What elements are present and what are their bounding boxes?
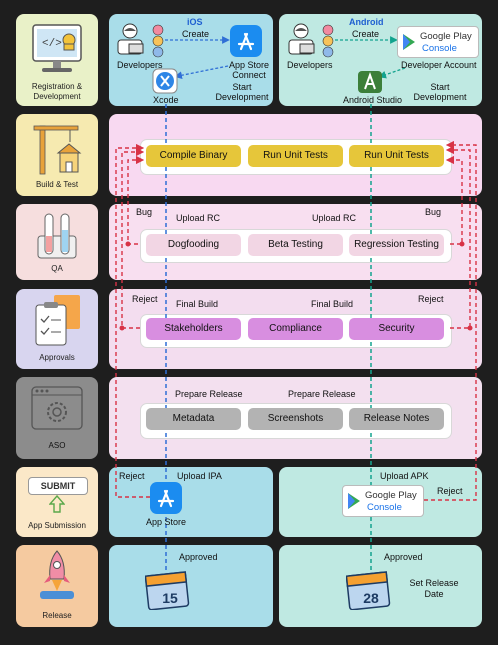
prepare-release-label-left: Prepare Release: [175, 389, 243, 399]
calendar-icon: [145, 571, 190, 610]
upload-ipa-label: Upload IPA: [177, 471, 222, 481]
upload-rc-label-right: Upload RC: [312, 213, 357, 223]
ios-release-panel: [109, 545, 273, 627]
ios-create-label: Create: [182, 29, 210, 39]
approved-label-left: Approved: [179, 552, 218, 562]
app-store-connect-label: App Store Connect: [228, 60, 270, 80]
dogfooding-step[interactable]: Dogfooding: [146, 234, 241, 256]
ios-start-line: [174, 65, 229, 80]
developer-icon: [117, 23, 144, 55]
google-play-icon: [348, 493, 360, 509]
submit-text: SUBMIT: [40, 481, 76, 491]
reject-label-right: Reject: [418, 294, 444, 304]
android-developers-label: Developers: [287, 60, 333, 70]
submission-reject-left: [115, 143, 150, 498]
xcode-icon[interactable]: [152, 68, 178, 94]
monitor-icon: </>: [32, 24, 82, 72]
bug-label-left: Bug: [136, 207, 153, 217]
svg-text:</>: </>: [42, 38, 62, 50]
submission-reject-label-left: Reject: [119, 471, 145, 481]
android-studio-label: Android Studio: [343, 95, 403, 105]
android-create-label: Create: [352, 29, 380, 39]
beta-testing-step[interactable]: Beta Testing: [248, 234, 343, 256]
bug-loop-right: [445, 155, 463, 245]
final-build-label-right: Final Build: [311, 299, 354, 309]
app-store-icon[interactable]: [150, 482, 182, 514]
app-store-connect-icon[interactable]: [230, 25, 262, 57]
calendar-icon: [346, 571, 391, 610]
upload-apk-label: Upload APK: [380, 471, 429, 481]
stage-label: App Submission: [28, 521, 86, 530]
console-text: Console: [422, 43, 457, 54]
gear-screen-icon: [31, 386, 83, 430]
android-title: Android: [349, 17, 384, 27]
regression-testing-step[interactable]: Regression Testing: [349, 234, 444, 256]
clipboard-icon: [35, 295, 80, 346]
compliance-step[interactable]: Compliance: [248, 318, 343, 340]
crane-icon: [33, 125, 82, 175]
submission-reject-right: [424, 140, 477, 501]
compile-binary-step[interactable]: Compile Binary: [146, 145, 241, 167]
stage-build-test: Build & Test: [16, 114, 98, 196]
stage-qa: QA: [16, 204, 98, 280]
stage-approvals: Approvals: [16, 289, 98, 369]
stage-registration: </> Registration & Development: [16, 14, 98, 106]
console-text: Console: [367, 502, 402, 513]
ios-start-development-label: Start Development: [215, 82, 269, 102]
submission-reject-label-right: Reject: [437, 486, 463, 496]
stage-app-submission: SUBMIT App Submission: [16, 467, 98, 537]
team-avatars-icon: [322, 24, 334, 58]
google-play-icon: [403, 34, 415, 50]
stage-label: Registration & Development: [31, 82, 83, 101]
stage-release: Release: [16, 545, 98, 627]
final-build-label-left: Final Build: [176, 299, 219, 309]
google-play-console-submission[interactable]: Google Play Console: [342, 485, 424, 517]
stage-label: Release: [42, 611, 72, 620]
google-play-text: Google Play: [420, 31, 472, 42]
submit-icon: SUBMIT: [28, 477, 88, 495]
release-notes-step[interactable]: Release Notes: [349, 408, 444, 430]
security-step[interactable]: Security: [349, 318, 444, 340]
android-studio-icon[interactable]: [357, 70, 383, 94]
upload-rc-label-left: Upload RC: [176, 213, 221, 223]
ios-submission-panel: [109, 467, 273, 537]
android-start-development-label: Start Development: [413, 82, 467, 102]
rocket-icon: [40, 550, 74, 599]
developer-account-label: Developer Account: [401, 60, 477, 70]
calendar-day-right: 28: [363, 590, 379, 606]
stage-label: ASO: [48, 441, 66, 450]
run-unit-tests-step-ios[interactable]: Run Unit Tests: [248, 145, 343, 167]
stage-label: QA: [51, 264, 63, 273]
team-avatars-icon: [152, 24, 164, 58]
screenshots-step[interactable]: Screenshots: [248, 408, 343, 430]
bug-label-right: Bug: [425, 207, 442, 217]
set-release-date-label: Set Release Date: [409, 578, 459, 599]
xcode-label: Xcode: [153, 95, 179, 105]
app-store-label: App Store: [146, 517, 187, 527]
calendar-day-left: 15: [162, 590, 178, 606]
test-tubes-icon: [37, 213, 77, 259]
android-start-line: [378, 67, 406, 79]
stage-label: Approvals: [39, 353, 75, 362]
developer-icon: [288, 23, 315, 55]
up-arrow-icon: [49, 495, 65, 513]
ios-developers-label: Developers: [117, 60, 163, 70]
reject-loop-left: [121, 147, 145, 329]
metadata-step[interactable]: Metadata: [146, 408, 241, 430]
stage-aso: ASO: [16, 377, 98, 459]
approved-label-right: Approved: [384, 552, 423, 562]
bug-loop-left: [127, 155, 145, 245]
reject-loop-right: [445, 145, 471, 329]
reject-label-left: Reject: [132, 294, 158, 304]
stage-label: Build & Test: [35, 180, 79, 189]
google-play-console-logo[interactable]: Google Play Console: [397, 26, 479, 58]
prepare-release-label-right: Prepare Release: [288, 389, 356, 399]
ios-title: iOS: [187, 17, 203, 27]
stakeholders-step[interactable]: Stakeholders: [146, 318, 241, 340]
google-play-text: Google Play: [365, 490, 417, 501]
run-unit-tests-step-android[interactable]: Run Unit Tests: [349, 145, 444, 167]
